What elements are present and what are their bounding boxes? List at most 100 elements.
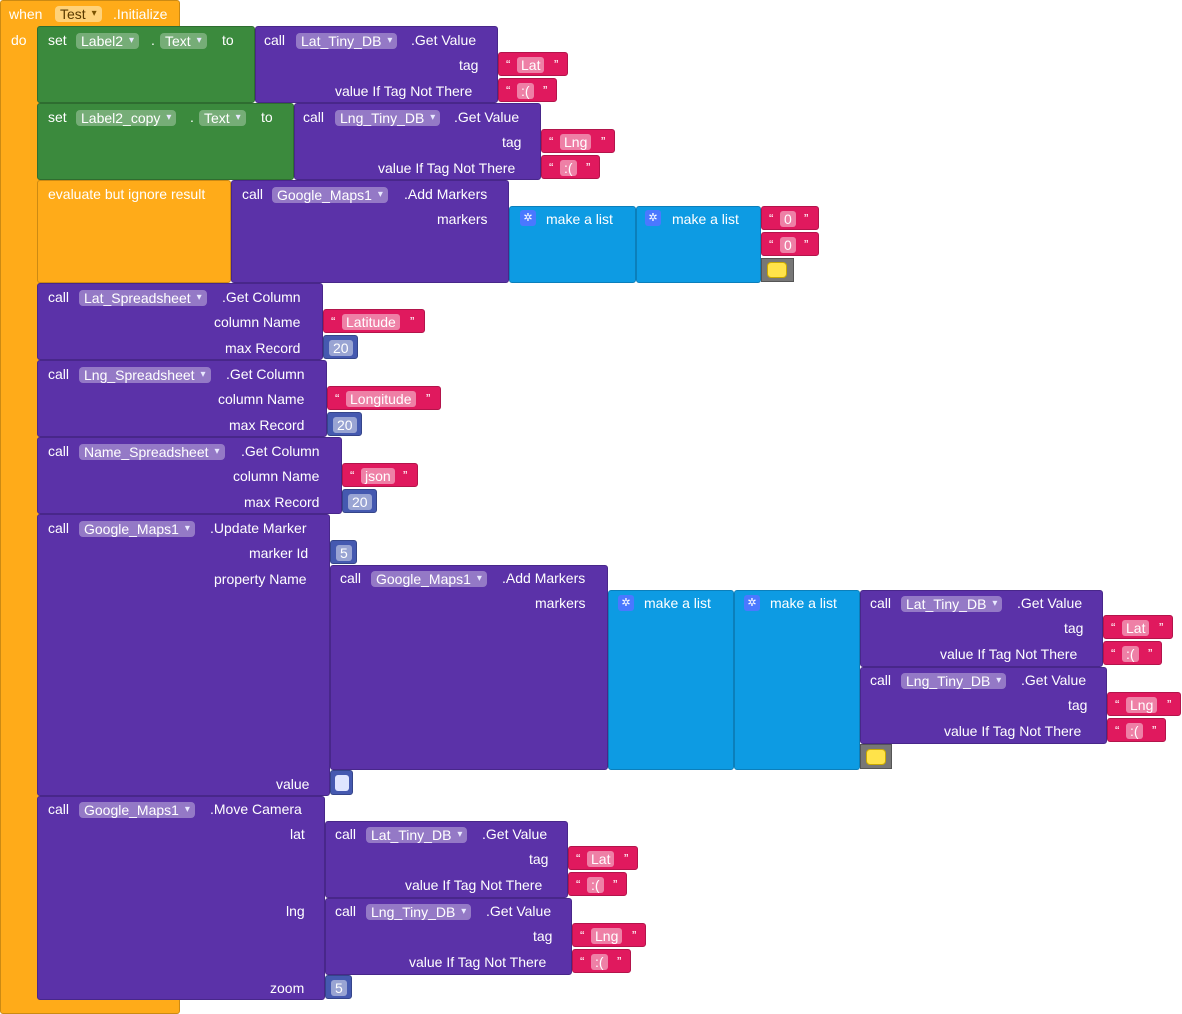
empty-socket[interactable] <box>767 262 787 278</box>
property-dropdown-text[interactable]: Text <box>160 33 207 49</box>
tag-label: tag <box>1068 697 1088 713</box>
call-lat-tinydb-getvalue-block[interactable]: call Lat_Tiny_DB .Get Value tag value If… <box>860 590 1103 667</box>
text-block-latitude[interactable]: “ Latitude ” <box>323 309 425 333</box>
text-field-sad[interactable]: :( <box>517 83 534 99</box>
text-field-longitude[interactable]: Longitude <box>346 391 416 407</box>
make-a-list-block[interactable]: ✲ make a list <box>608 590 734 770</box>
component-dropdown-google-maps[interactable]: Google_Maps1 <box>79 521 195 537</box>
set-label2-copy-text-block[interactable]: set Label2_copy . Text to <box>37 103 294 180</box>
text-block-longitude[interactable]: “ Longitude ” <box>327 386 441 410</box>
dot-label: . <box>190 109 194 125</box>
evaluate-ignore-block[interactable]: evaluate but ignore result <box>37 180 231 283</box>
call-lat-tinydb-getvalue-block[interactable]: call Lat_Tiny_DB .Get Value tag value If… <box>325 821 568 898</box>
set-label2-text-block[interactable]: set Label2 . Text to <box>37 26 255 103</box>
component-dropdown-lng-tinydb[interactable]: Lng_Tiny_DB <box>335 110 441 126</box>
get-value-label: .Get Value <box>482 826 548 842</box>
component-dropdown-test[interactable]: Test <box>55 6 102 22</box>
component-dropdown-label2-copy[interactable]: Label2_copy <box>76 110 177 126</box>
text-field-latitude[interactable]: Latitude <box>342 314 400 330</box>
call-lng-tinydb-getvalue-block[interactable]: call Lng_Tiny_DB .Get Value tag value If… <box>294 103 541 180</box>
text-block-zero[interactable]: “ 0 ” <box>761 232 819 256</box>
empty-list-slot[interactable] <box>860 744 892 769</box>
call-maps-addmarkers-block[interactable]: call Google_Maps1 .Add Markers markers <box>231 180 509 283</box>
empty-socket[interactable] <box>866 749 886 765</box>
make-a-list-block[interactable]: ✲ make a list <box>734 590 860 770</box>
component-dropdown-lat-tinydb[interactable]: Lat_Tiny_DB <box>296 33 398 49</box>
text-block-sad[interactable]: “ :( ” <box>541 155 600 179</box>
text-block-sad[interactable]: “ :( ” <box>1103 641 1162 665</box>
call-lng-tinydb-getvalue-block[interactable]: call Lng_Tiny_DB .Get Value tag value If… <box>860 667 1107 744</box>
text-field-zero[interactable]: 0 <box>780 211 796 227</box>
text-block-sad[interactable]: “ :( ” <box>568 872 627 896</box>
call-lng-tinydb-getvalue-block[interactable]: call Lng_Tiny_DB .Get Value tag value If… <box>325 898 572 975</box>
text-block-lng[interactable]: “ Lng ” <box>541 129 615 153</box>
text-field-lng[interactable]: Lng <box>591 928 623 944</box>
component-dropdown-name-spreadsheet[interactable]: Name_Spreadsheet <box>79 444 225 460</box>
component-dropdown-lat-spreadsheet[interactable]: Lat_Spreadsheet <box>79 290 207 306</box>
call-name-spreadsheet-getcolumn-block[interactable]: call Name_Spreadsheet .Get Column column… <box>37 437 342 514</box>
gear-icon[interactable]: ✲ <box>520 210 536 226</box>
text-field-sad[interactable]: :( <box>591 954 608 970</box>
component-dropdown-lng-tinydb[interactable]: Lng_Tiny_DB <box>901 673 1007 689</box>
value-if-not-there-label: value If Tag Not There <box>378 160 516 176</box>
call-lng-spreadsheet-getcolumn-block[interactable]: call Lng_Spreadsheet .Get Column column … <box>37 360 327 437</box>
component-dropdown-lat-tinydb[interactable]: Lat_Tiny_DB <box>901 596 1003 612</box>
text-block-zero[interactable]: “ 0 ” <box>761 206 819 230</box>
gear-icon[interactable]: ✲ <box>645 210 661 226</box>
text-block-lat[interactable]: “ Lat ” <box>498 52 568 76</box>
number-field-20[interactable]: 20 <box>329 340 353 356</box>
close-quote: ” <box>1167 697 1172 712</box>
text-field-lng[interactable]: Lng <box>560 134 592 150</box>
text-field-lat[interactable]: Lat <box>517 57 545 73</box>
text-block-sad[interactable]: “ :( ” <box>572 949 631 973</box>
call-maps-movecamera-block[interactable]: call Google_Maps1 .Move Camera lat lng z… <box>37 796 325 1000</box>
text-block-json[interactable]: “ json ” <box>342 463 418 487</box>
gear-icon[interactable]: ✲ <box>618 595 634 611</box>
gear-icon[interactable]: ✲ <box>744 595 760 611</box>
empty-value-socket[interactable] <box>335 775 349 791</box>
number-block-marker-id[interactable]: 5 <box>330 540 357 564</box>
text-field-sad[interactable]: :( <box>587 877 604 893</box>
component-dropdown-label2[interactable]: Label2 <box>76 33 140 49</box>
call-maps-addmarkers-block[interactable]: call Google_Maps1 .Add Markers markers <box>330 565 608 770</box>
call-lat-tinydb-getvalue-block[interactable]: call Lat_Tiny_DB .Get Value tag value If… <box>255 26 498 103</box>
text-field-sad[interactable]: :( <box>560 160 577 176</box>
number-field-20[interactable]: 20 <box>348 494 372 510</box>
make-a-list-block[interactable]: ✲ make a list <box>636 206 761 283</box>
make-a-list-block[interactable]: ✲ make a list <box>509 206 636 283</box>
text-field-sad[interactable]: :( <box>1126 723 1143 739</box>
call-label: call <box>48 289 70 305</box>
component-dropdown-google-maps[interactable]: Google_Maps1 <box>371 571 487 587</box>
text-block-sad[interactable]: “ :( ” <box>1107 718 1166 742</box>
text-block-lng[interactable]: “ Lng ” <box>1107 692 1181 716</box>
number-block-zoom[interactable]: 5 <box>325 975 352 999</box>
text-block-lat[interactable]: “ Lat ” <box>1103 615 1173 639</box>
text-block-lng[interactable]: “ Lng ” <box>572 923 646 947</box>
text-block-sad[interactable]: “ :( ” <box>498 78 557 102</box>
number-field-5[interactable]: 5 <box>336 545 352 561</box>
text-field-sad[interactable]: :( <box>1122 646 1139 662</box>
call-label: call <box>303 109 325 125</box>
component-dropdown-lat-tinydb[interactable]: Lat_Tiny_DB <box>366 827 468 843</box>
text-field-lat[interactable]: Lat <box>1122 620 1150 636</box>
number-block-max-record[interactable]: 20 <box>323 335 358 359</box>
text-field-lng[interactable]: Lng <box>1126 697 1158 713</box>
empty-list-slot[interactable] <box>761 258 794 282</box>
component-dropdown-google-maps[interactable]: Google_Maps1 <box>79 802 195 818</box>
property-dropdown-text[interactable]: Text <box>199 110 246 126</box>
call-lat-spreadsheet-getcolumn-block[interactable]: call Lat_Spreadsheet .Get Column column … <box>37 283 323 360</box>
call-maps-updatemarker-block[interactable]: call Google_Maps1 .Update Marker marker … <box>37 514 330 796</box>
component-dropdown-lng-spreadsheet[interactable]: Lng_Spreadsheet <box>79 367 211 383</box>
number-block-max-record[interactable]: 20 <box>342 489 377 513</box>
text-field-zero[interactable]: 0 <box>780 237 796 253</box>
component-dropdown-google-maps[interactable]: Google_Maps1 <box>272 187 388 203</box>
text-block-lat[interactable]: “ Lat ” <box>568 846 638 870</box>
number-field-20[interactable]: 20 <box>333 417 357 433</box>
text-field-json[interactable]: json <box>361 468 395 484</box>
text-field-lat[interactable]: Lat <box>587 851 615 867</box>
component-dropdown-lng-tinydb[interactable]: Lng_Tiny_DB <box>366 904 472 920</box>
number-block-max-record[interactable]: 20 <box>327 412 362 436</box>
number-field-5[interactable]: 5 <box>331 980 347 996</box>
empty-value-block[interactable] <box>330 770 353 795</box>
close-quote: ” <box>624 851 629 866</box>
